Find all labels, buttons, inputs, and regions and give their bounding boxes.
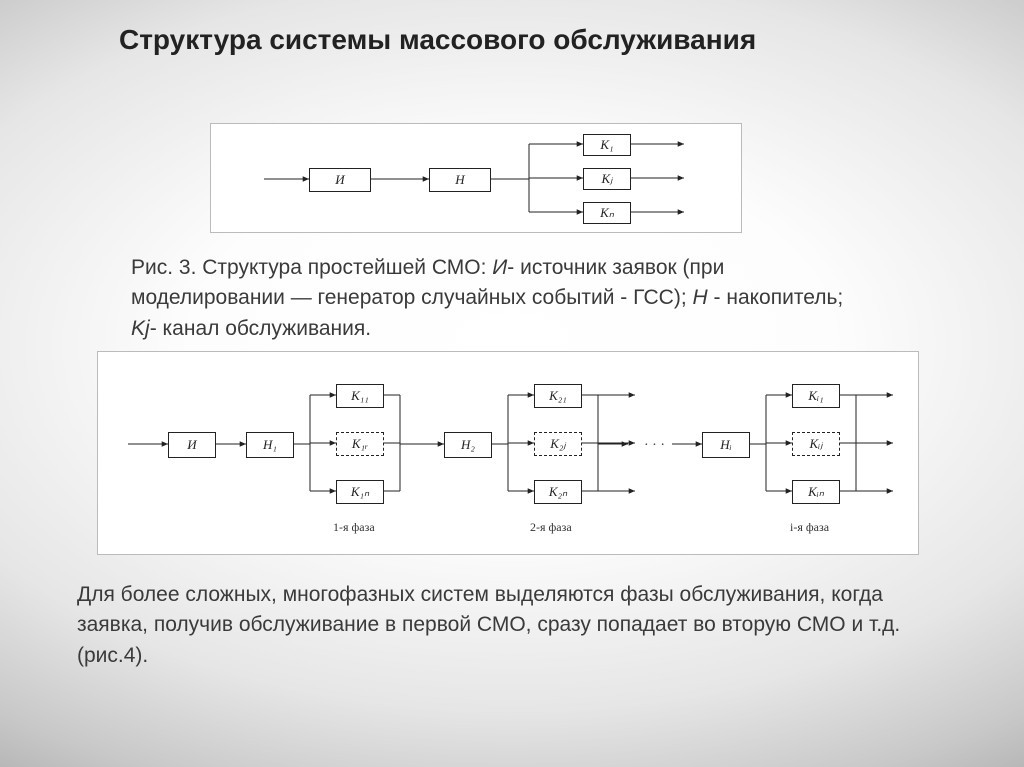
d1-channel-1-box: К₁ bbox=[583, 134, 631, 156]
d2-phase2-chj-box: К₂ⱼ bbox=[534, 432, 582, 456]
d2-phase1-ch1-box: К₁₁ bbox=[336, 384, 384, 408]
phase-label-2: 2-я фаза bbox=[530, 520, 572, 535]
diagram-2-surface: И Н₁ К₁₁ К₁ᵣ К₁ₙ Н₂ К₂₁ К₂ⱼ К₂ₙ Нᵢ Кᵢ₁ Кᵢⱼ Кᵢₙ · · · 1… bbox=[97, 351, 919, 555]
phase-label-3: i-я фаза bbox=[790, 520, 829, 535]
diagram-1-surface: И Н К₁ Кⱼ Кₙ bbox=[210, 123, 742, 233]
d2-buffer-i-box: Нᵢ bbox=[702, 432, 750, 458]
d1-source-box: И bbox=[309, 168, 371, 192]
d1-channel-j-box: Кⱼ bbox=[583, 168, 631, 190]
cap1-p4: - канал обслуживания. bbox=[150, 317, 371, 340]
figure4-caption: Для более сложных, многофазных систем вы… bbox=[77, 580, 947, 671]
d1-buffer-box: Н bbox=[429, 168, 491, 192]
figure3-caption: Рис. 3. Структура простейшей СМО: И- ист… bbox=[131, 253, 871, 344]
d2-phase1-chr-box: К₁ᵣ bbox=[336, 432, 384, 456]
cap1-i1: И bbox=[492, 256, 507, 279]
cap1-p3: - накопитель; bbox=[708, 286, 844, 309]
cap1-i2: Н bbox=[693, 286, 708, 309]
d2-phase1-chn-box: К₁ₙ bbox=[336, 480, 384, 504]
d2-buffer-2-box: Н₂ bbox=[444, 432, 492, 458]
d2-buffer-1-box: Н₁ bbox=[246, 432, 294, 458]
page-title: Структура системы массового обслуживания bbox=[119, 24, 756, 56]
d2-phase2-ch1-box: К₂₁ bbox=[534, 384, 582, 408]
d1-channel-n-box: Кₙ bbox=[583, 202, 631, 224]
cap1-p1: Рис. 3. Структура простейшей СМО: bbox=[131, 256, 492, 279]
d2-source-box: И bbox=[168, 432, 216, 458]
phase-label-1: 1-я фаза bbox=[333, 520, 375, 535]
d2-phasei-chn-box: Кᵢₙ bbox=[792, 480, 840, 504]
ellipsis: · · · bbox=[644, 438, 665, 454]
d2-phasei-ch1-box: Кᵢ₁ bbox=[792, 384, 840, 408]
d2-phasei-chj-box: Кᵢⱼ bbox=[792, 432, 840, 456]
d2-phase2-chn-box: К₂ₙ bbox=[534, 480, 582, 504]
cap1-i3: Kj bbox=[131, 317, 150, 340]
